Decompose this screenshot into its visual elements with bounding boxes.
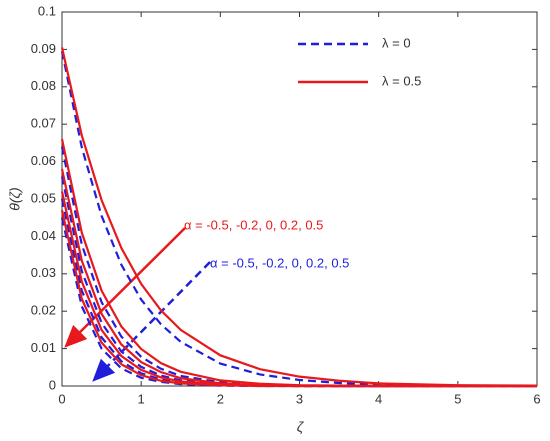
x-tick-label: 5 bbox=[454, 391, 461, 406]
annotation: α = -0.5, -0.2, 0, 0.2, 0.5 bbox=[210, 255, 349, 270]
y-tick-label: 0.07 bbox=[31, 116, 56, 131]
annotation-arrow bbox=[64, 227, 186, 348]
x-tick-label: 6 bbox=[533, 391, 540, 406]
plot-frame bbox=[61, 11, 538, 387]
y-tick-label: 0 bbox=[49, 377, 56, 392]
line bbox=[60, 168, 537, 388]
y-tick-label: 0.09 bbox=[31, 41, 56, 56]
line bbox=[60, 51, 538, 388]
annotation-arrow bbox=[92, 261, 211, 382]
x-tick-label: 4 bbox=[375, 391, 382, 406]
y-tick-label: 0.05 bbox=[31, 190, 56, 205]
x-tick-label: 3 bbox=[296, 391, 303, 406]
line bbox=[60, 209, 537, 388]
x-tick-label: 2 bbox=[217, 391, 224, 406]
y-tick-label: 0.08 bbox=[31, 78, 56, 93]
y-tick-label: 0.1 bbox=[38, 3, 56, 18]
y-tick-label: 0.02 bbox=[31, 303, 56, 318]
legend-label: λ = 0.5 bbox=[382, 73, 421, 88]
line bbox=[60, 47, 538, 387]
y-axis-label: θ(ζ) bbox=[7, 187, 23, 210]
legend-label: λ = 0 bbox=[382, 35, 411, 50]
annotation: α = -0.5, -0.2, 0, 0.2, 0.5 bbox=[184, 217, 323, 232]
line bbox=[60, 146, 537, 388]
y-tick-label: 0.01 bbox=[31, 340, 56, 355]
x-tick-label: 1 bbox=[138, 391, 145, 406]
y-tick-label: 0.04 bbox=[31, 228, 56, 243]
y-tick-label: 0.06 bbox=[31, 153, 56, 168]
x-axis-label: ζ bbox=[297, 419, 305, 435]
y-tick-label: 0.03 bbox=[31, 265, 56, 280]
x-tick-label: 0 bbox=[58, 391, 65, 406]
